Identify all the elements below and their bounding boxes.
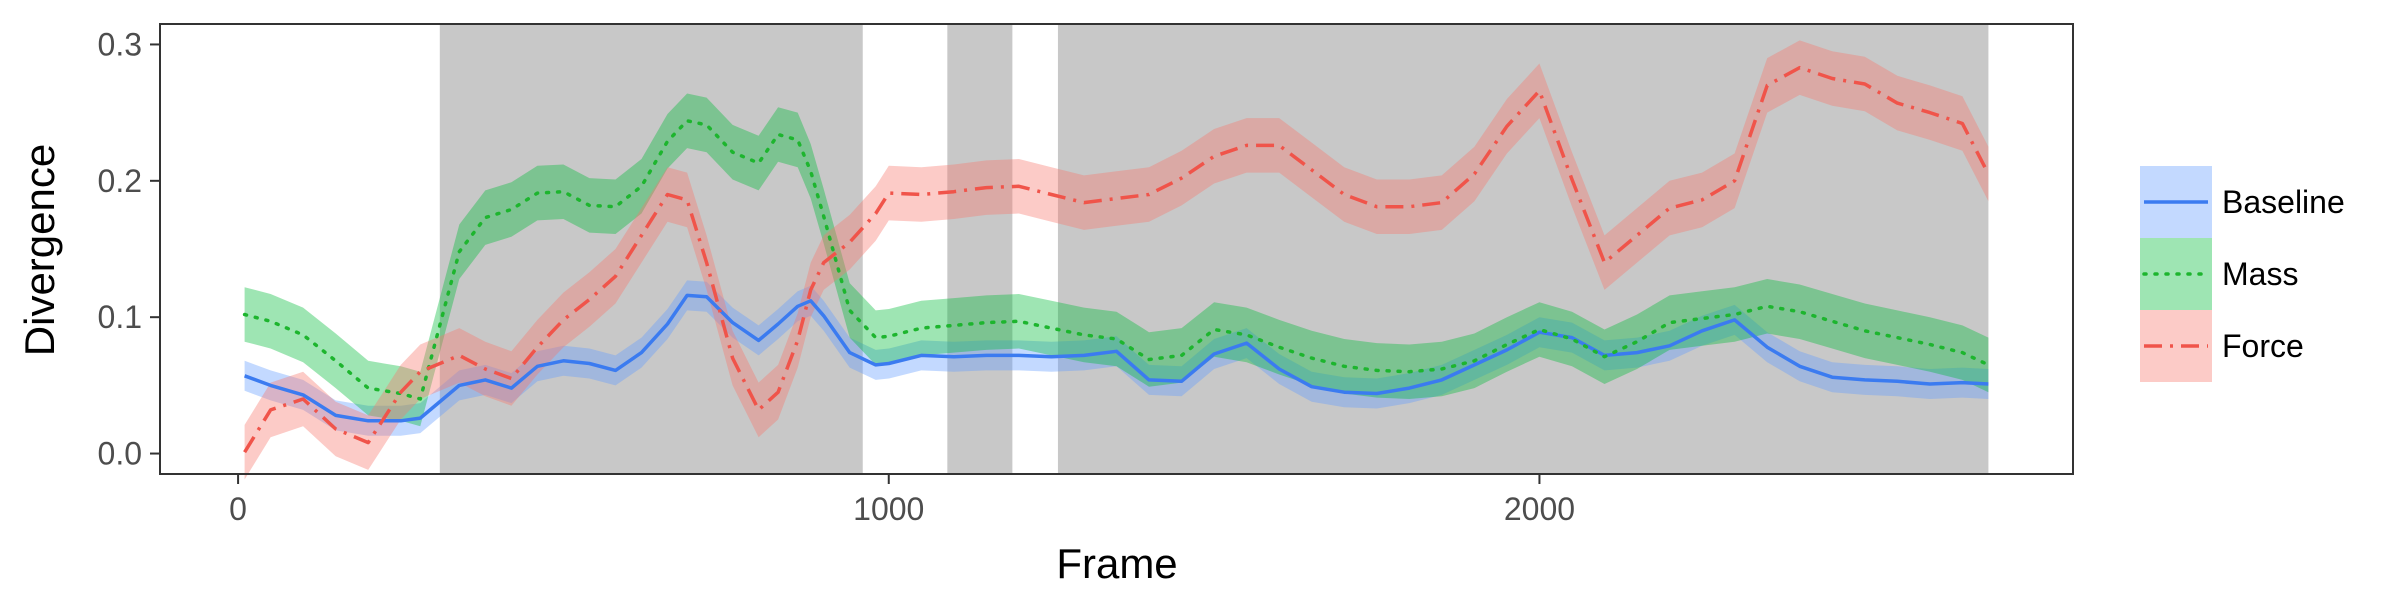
legend-item-mass: Mass (2140, 238, 2298, 310)
y-tick-label: 0.3 (98, 26, 142, 62)
plot-panel-border (159, 23, 2074, 475)
y-tick-label: 0.2 (98, 163, 142, 199)
shaded-region-3 (1057, 24, 1989, 474)
shaded-region-2 (947, 24, 1013, 474)
force-line (243, 65, 1990, 454)
x-axis: 0 1000 2000 (229, 474, 1575, 527)
legend: Baseline Mass Force (2140, 166, 2345, 382)
shaded-region-1 (439, 24, 863, 474)
legend-label-force: Force (2222, 328, 2304, 364)
y-axis-title: Divergence (16, 144, 63, 356)
mass-line (242, 119, 1991, 401)
baseline-confidence-band (244, 280, 1989, 436)
legend-label-mass: Mass (2222, 256, 2298, 292)
baseline-line (243, 293, 1989, 423)
y-tick-label: 0.0 (98, 436, 142, 472)
mass-confidence-band (244, 93, 1989, 427)
x-tick-label: 2000 (1504, 491, 1575, 527)
legend-item-force: Force (2140, 310, 2304, 382)
y-axis: 0.0 0.1 0.2 0.3 (98, 26, 160, 472)
force-confidence-band (244, 40, 1989, 480)
shaded-regions (439, 24, 1989, 474)
x-tick-label: 1000 (853, 491, 924, 527)
series-lines (242, 65, 1991, 454)
y-tick-label: 0.1 (98, 299, 142, 335)
legend-item-baseline: Baseline (2140, 166, 2345, 238)
x-axis-title: Frame (1056, 540, 1177, 587)
x-tick-label: 0 (229, 491, 247, 527)
legend-label-baseline: Baseline (2222, 184, 2345, 220)
confidence-bands (244, 40, 1989, 480)
